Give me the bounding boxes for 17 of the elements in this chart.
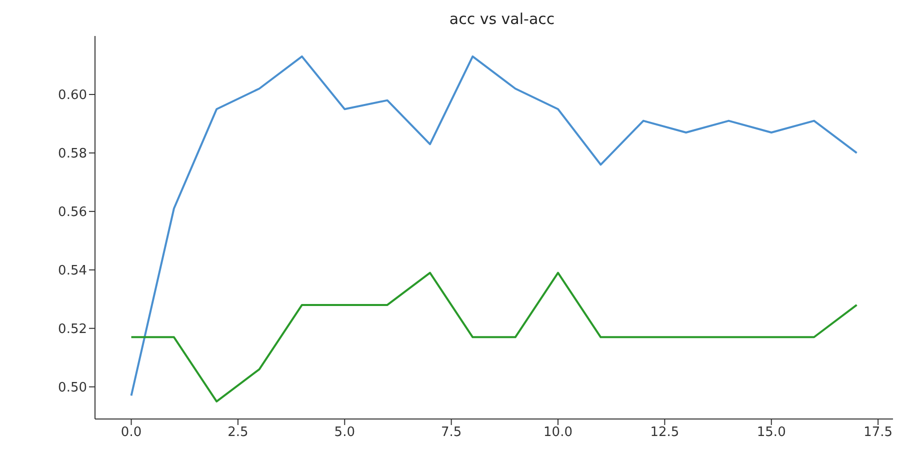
chart-title: acc vs val-acc bbox=[448, 10, 556, 28]
y-tick-label: 0.58 bbox=[58, 146, 87, 162]
line-series bbox=[130, 272, 858, 402]
y-tick-label: 0.50 bbox=[58, 380, 87, 396]
x-tick-label: 12.5 bbox=[650, 425, 680, 440]
x-tick-label: 15.0 bbox=[756, 425, 786, 440]
line-series bbox=[130, 55, 858, 397]
y-tick-label: 0.56 bbox=[58, 205, 87, 220]
x-tick-label: 0.0 bbox=[120, 425, 142, 440]
y-tick-label: 0.60 bbox=[58, 88, 87, 104]
y-tick-label: 0.52 bbox=[58, 322, 87, 337]
x-tick-label: 10.0 bbox=[544, 425, 572, 440]
x-tick-label: 2.5 bbox=[228, 425, 248, 440]
y-tick-label: 0.54 bbox=[58, 264, 87, 279]
x-tick-label: 17.5 bbox=[864, 425, 893, 440]
x-tick-label: 7.5 bbox=[440, 425, 462, 440]
x-tick-label: 5.0 bbox=[334, 425, 355, 440]
